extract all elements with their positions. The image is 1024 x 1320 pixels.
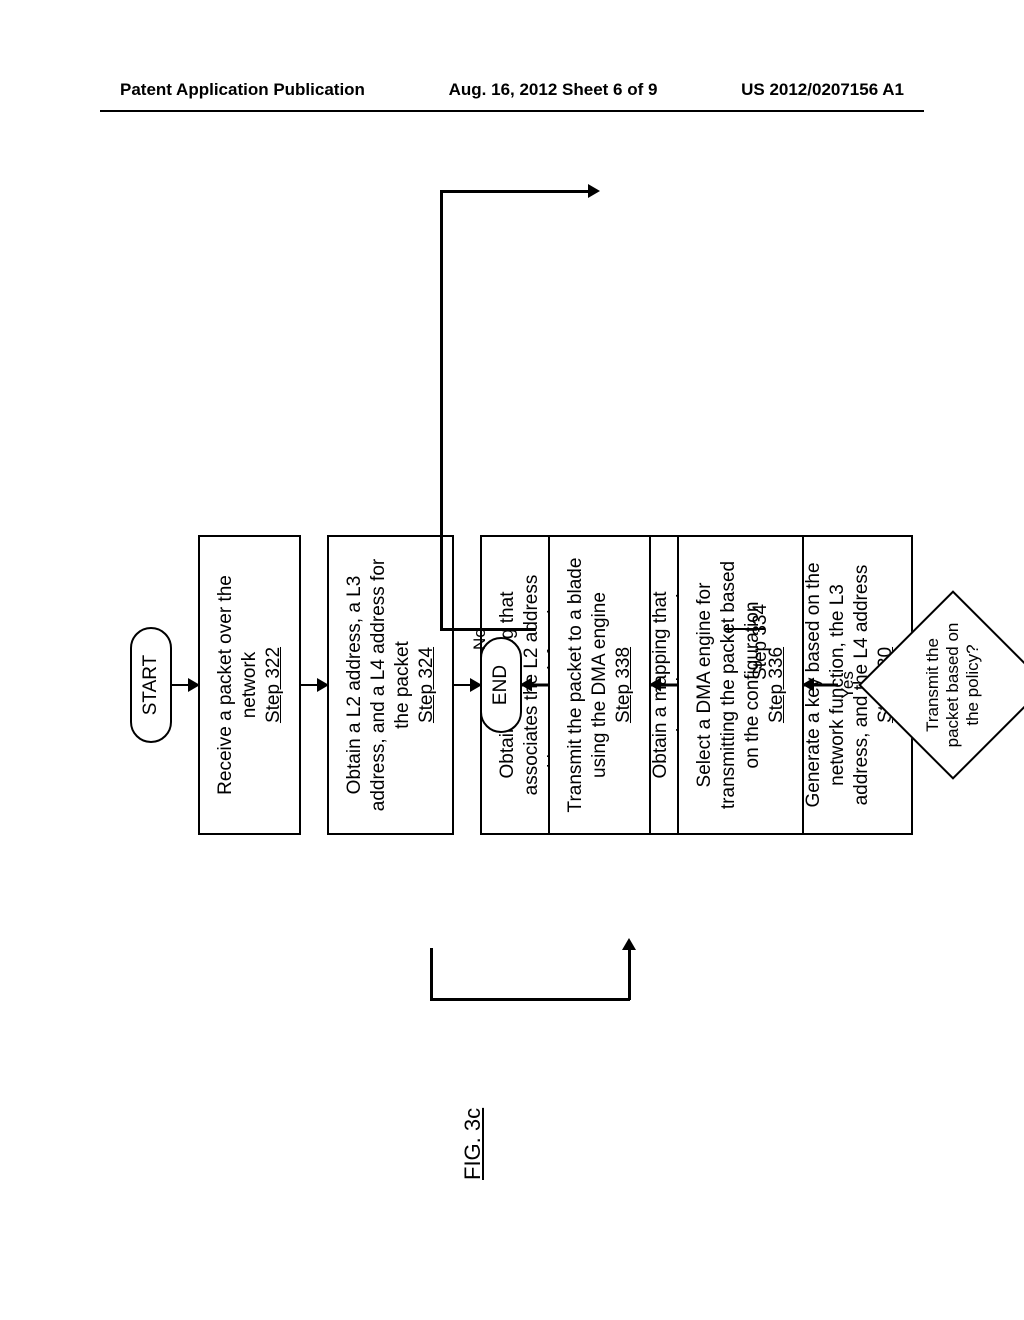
- arrow: [454, 684, 480, 687]
- header-right: US 2012/0207156 A1: [741, 80, 904, 100]
- arrowhead-into-end: [588, 184, 600, 198]
- arrow: [301, 684, 327, 687]
- step-334-leader: [725, 628, 765, 630]
- figure-area: START Receive a packet over the network …: [100, 160, 924, 1220]
- connector-330-to-332-v: [430, 948, 433, 998]
- start-terminal: START: [130, 627, 172, 744]
- arrowhead-into-332: [622, 938, 636, 950]
- decision-diamond: Transmit the packet based on the policy?: [858, 590, 1024, 780]
- decision-text: Transmit the packet based on the policy?: [858, 590, 1024, 780]
- connector-330-to-332-h: [430, 998, 630, 1001]
- step-box-324: Obtain a L2 address, a L3 address, and a…: [327, 535, 454, 835]
- header-rule: [100, 110, 924, 112]
- step-box-322: Receive a packet over the network Step 3…: [198, 535, 301, 835]
- step-text: Obtain a L2 address, a L3 address, and a…: [343, 557, 414, 813]
- flow-column-right: END Transmit the packet to a blade using…: [480, 270, 1024, 1100]
- header-center: Aug. 16, 2012 Sheet 6 of 9: [449, 80, 658, 100]
- connector-330-to-332-v2: [628, 948, 631, 1000]
- header-left: Patent Application Publication: [120, 80, 365, 100]
- step-334-label: Step 334: [750, 604, 772, 680]
- step-number: Step 322: [262, 557, 286, 813]
- step-number: Step 324: [415, 557, 439, 813]
- figure-label: FIG. 3c: [460, 1108, 486, 1180]
- step-box-336: Select a DMA engine for transmitting the…: [677, 535, 804, 835]
- end-terminal: END: [480, 637, 522, 733]
- step-text: Select a DMA engine for transmitting the…: [693, 557, 764, 813]
- page-header: Patent Application Publication Aug. 16, …: [0, 80, 1024, 100]
- step-text: Transmit the packet to a blade using the…: [564, 557, 612, 813]
- no-branch-h2: [440, 190, 590, 193]
- step-text: Receive a packet over the network: [214, 557, 262, 813]
- yes-label: Yes: [838, 671, 857, 699]
- no-branch-v: [440, 190, 443, 630]
- arrow-up: [522, 684, 548, 687]
- arrow-up: [804, 684, 838, 687]
- no-label: No: [470, 628, 490, 650]
- step-number: Step 338: [612, 557, 636, 813]
- step-box-338: Transmit the packet to a blade using the…: [548, 535, 651, 835]
- arrow: [172, 684, 198, 687]
- step-number: Step 336: [765, 557, 789, 813]
- arrow-up: [651, 684, 677, 687]
